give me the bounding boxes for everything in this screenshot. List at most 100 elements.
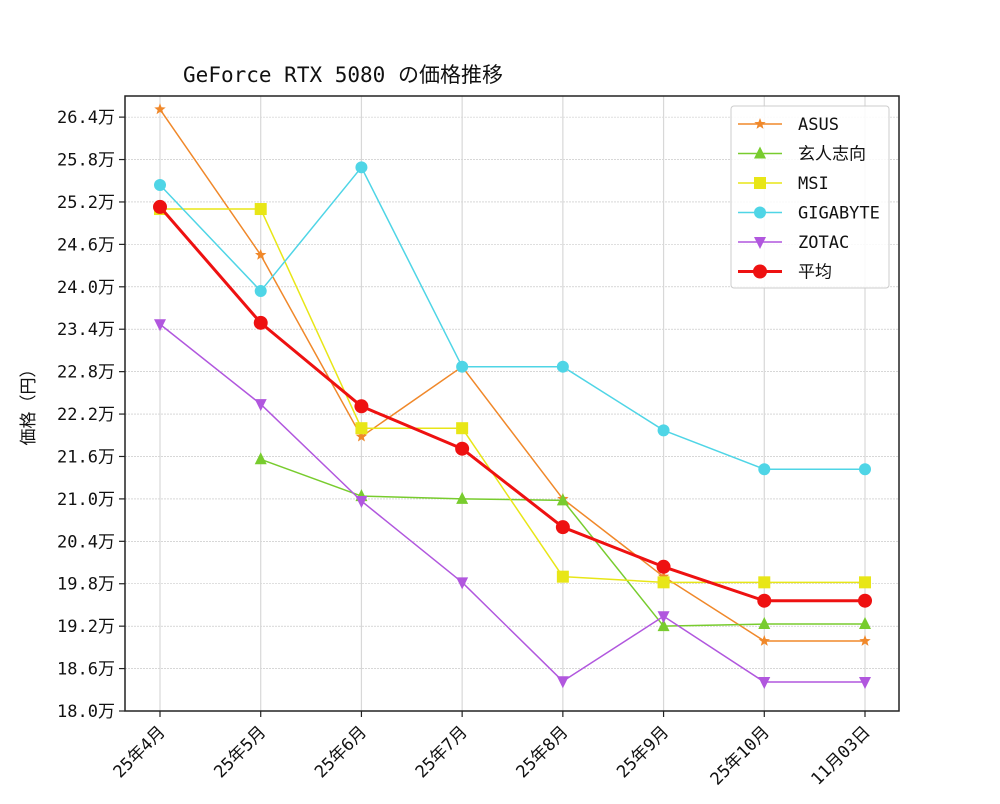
series-MSI — [154, 203, 871, 589]
circle-marker — [153, 199, 167, 214]
circle-marker — [757, 593, 772, 608]
x-tick-label: 25年4月 — [110, 722, 170, 782]
x-tick-label: 25年8月 — [512, 722, 572, 782]
star-marker — [859, 635, 871, 646]
y-tick-label: 24.6万 — [57, 235, 115, 255]
triangle-down-marker — [456, 577, 469, 590]
y-tick-label: 18.0万 — [57, 702, 115, 722]
circle-marker — [355, 161, 368, 174]
legend-label: 平均 — [798, 263, 832, 283]
triangle-down-marker — [556, 676, 569, 689]
square-marker — [657, 576, 670, 589]
star-marker — [154, 103, 166, 115]
star-marker — [754, 118, 766, 129]
series-line — [159, 323, 865, 683]
star-marker — [255, 249, 267, 260]
legend-entry: 平均 — [738, 263, 832, 283]
legend-label: GIGABYTE — [798, 204, 880, 224]
triangle-up-marker — [556, 493, 569, 506]
series-line — [160, 208, 865, 584]
circle-marker — [753, 264, 767, 279]
circle-marker — [555, 520, 570, 535]
x-tick-label: 25年10月 — [707, 722, 774, 789]
legend-entry: 玄人志向 — [738, 145, 866, 165]
y-tick-label: 22.2万 — [57, 405, 115, 425]
series-ZOTAC — [154, 319, 871, 690]
y-tick-label: 22.8万 — [57, 363, 115, 383]
circle-marker — [253, 315, 268, 330]
star-marker — [657, 570, 670, 582]
series-line — [159, 166, 865, 470]
square-marker — [754, 177, 766, 189]
circle-marker — [354, 399, 369, 414]
circle-marker — [859, 463, 871, 476]
triangle-down-marker — [657, 611, 670, 624]
circle-marker — [154, 178, 166, 191]
y-tick-label: 19.2万 — [57, 617, 115, 637]
y-tick-label: 21.6万 — [57, 447, 115, 467]
legend-entry: ASUS — [738, 115, 839, 135]
x-tick-label: 25年5月 — [210, 722, 270, 782]
plot-frame — [124, 95, 900, 712]
x-tick-label: 25年7月 — [412, 722, 472, 782]
series-line — [158, 205, 865, 603]
y-tick-label: 20.4万 — [57, 532, 115, 552]
triangle-down-marker — [754, 237, 766, 249]
triangle-up-marker — [859, 617, 871, 630]
y-axis-label: 価格（円） — [19, 361, 39, 446]
legend-label: MSI — [798, 174, 829, 194]
y-tick-label: 24.0万 — [57, 278, 115, 298]
circle-marker — [754, 206, 766, 219]
triangle-down-marker — [154, 319, 166, 332]
circle-marker — [456, 360, 469, 373]
triangle-up-marker — [254, 452, 267, 465]
x-tick-label: 25年9月 — [613, 722, 673, 782]
legend-label: ZOTAC — [798, 233, 849, 253]
square-marker — [456, 422, 469, 435]
square-marker — [556, 570, 569, 583]
series-line — [159, 108, 865, 642]
circle-marker — [858, 593, 872, 608]
circle-marker — [758, 463, 771, 476]
legend-label: 玄人志向 — [798, 145, 866, 165]
circle-marker — [556, 360, 569, 373]
triangle-down-marker — [254, 399, 267, 412]
square-marker — [859, 576, 871, 589]
circle-marker — [657, 424, 670, 437]
y-tick-label: 21.0万 — [57, 490, 115, 510]
triangle-down-marker — [355, 496, 368, 509]
triangle-down-marker — [859, 677, 871, 690]
circle-marker — [656, 559, 671, 574]
y-tick-label: 25.2万 — [57, 193, 115, 213]
star-marker — [355, 430, 368, 442]
legend-label: ASUS — [798, 115, 839, 135]
triangle-down-marker — [758, 677, 771, 690]
y-tick-label: 19.8万 — [57, 575, 115, 595]
y-tick-label: 25.8万 — [57, 151, 115, 171]
chart-title: GeForce RTX 5080 の価格推移 — [183, 63, 503, 87]
star-marker — [758, 635, 770, 646]
triangle-up-marker — [657, 619, 670, 632]
legend: ASUS 玄人志向 MSI GIGABYTE ZOTAC 平均 — [730, 105, 890, 289]
y-tick-label: 18.6万 — [57, 660, 115, 680]
circle-marker — [455, 441, 470, 456]
series-GIGABYTE — [154, 161, 871, 476]
triangle-up-marker — [456, 491, 469, 504]
circle-marker — [254, 285, 267, 298]
triangle-up-marker — [758, 617, 771, 630]
square-marker — [254, 203, 267, 216]
data-series — [153, 103, 872, 690]
legend-entry: MSI — [738, 174, 829, 194]
square-marker — [355, 422, 368, 435]
legend-entry: ZOTAC — [738, 233, 849, 253]
y-tick-label: 26.4万 — [57, 108, 115, 128]
square-marker — [758, 576, 771, 589]
y-tick-label: 23.4万 — [57, 320, 115, 340]
series-平均 — [153, 199, 872, 608]
x-tick-label: 11月03日 — [807, 722, 874, 789]
triangle-up-marker — [754, 146, 766, 159]
x-tick-label: 25年6月 — [311, 722, 371, 782]
legend-entry: GIGABYTE — [738, 204, 880, 224]
